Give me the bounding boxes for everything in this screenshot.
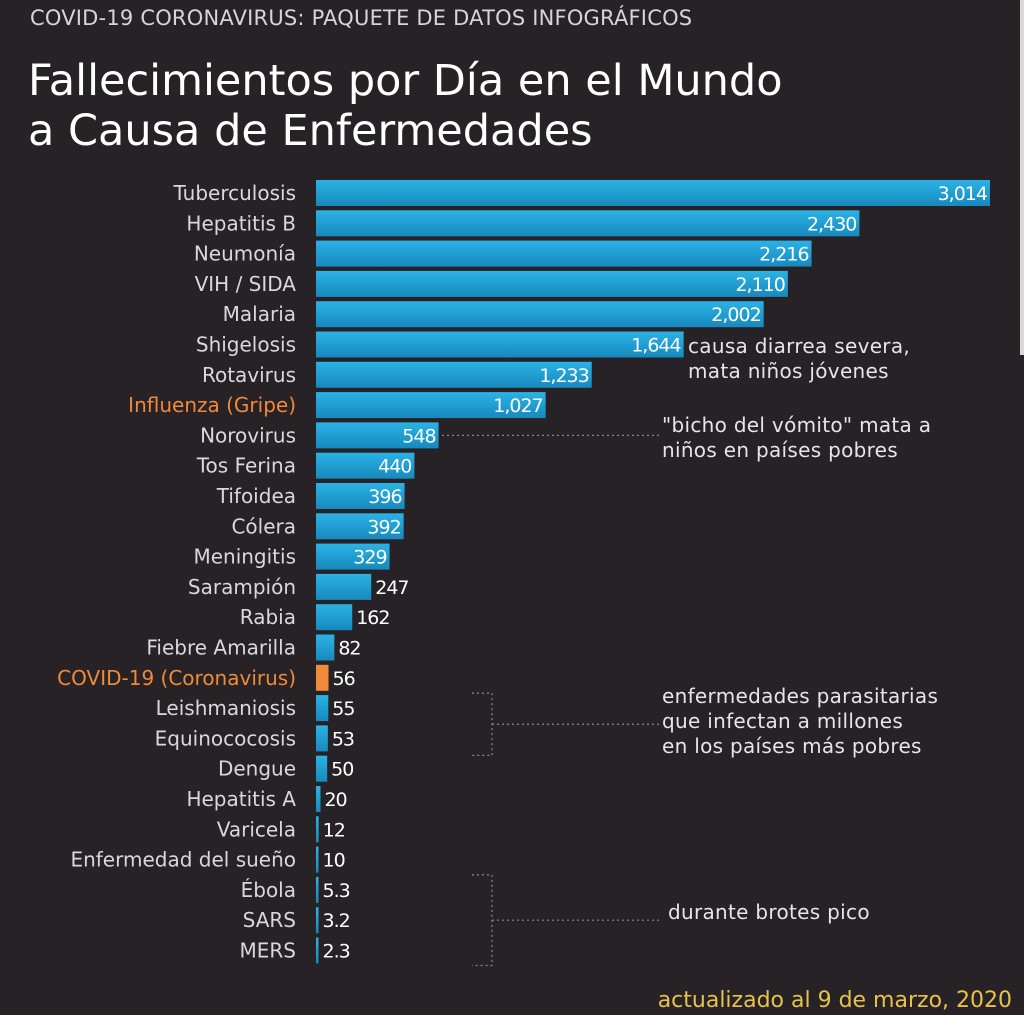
bar-tifoidea xyxy=(316,483,405,509)
category-label-equinococosis: Equinococosis xyxy=(155,726,296,750)
bar-malaria xyxy=(316,301,764,328)
value-label-meningitis: 329 xyxy=(353,547,386,569)
bar-varicela xyxy=(316,816,319,843)
category-label-hepatitis-a: Hepatitis A xyxy=(186,787,296,811)
category-label-mers: MERS xyxy=(240,939,296,963)
bar-tuberculosis xyxy=(316,180,990,206)
category-label-norovirus: Norovirus xyxy=(200,423,296,447)
updated-note: actualizado al 9 de marzo, 2020 xyxy=(657,988,1012,1013)
header-kicker: COVID-19 CORONAVIRUS: PAQUETE DE DATOS I… xyxy=(30,6,693,30)
bracket-parasitic xyxy=(472,692,493,756)
value-label-rabia: 162 xyxy=(356,607,389,629)
category-label-tos-ferina: Tos Ferina xyxy=(196,454,296,478)
value-label-dengue: 50 xyxy=(331,759,353,781)
value-label-neumonia: 2,216 xyxy=(759,244,808,266)
value-label-influenza-gripe: 1,027 xyxy=(493,395,542,417)
bar-sarampion xyxy=(316,573,372,600)
annotation-parasitic-line-2: que infectan a millones xyxy=(662,709,904,733)
value-label-vih-sida: 2,110 xyxy=(735,274,784,296)
bar-norovirus xyxy=(316,422,439,449)
category-label-ebola: Ébola xyxy=(241,878,296,902)
category-label-shigelosis: Shigelosis xyxy=(196,333,296,357)
category-label-vih-sida: VIH / SIDA xyxy=(195,272,297,296)
value-label-covid-19-coronavirus: 56 xyxy=(333,668,355,690)
bar-shigelosis xyxy=(316,331,684,358)
annotation-norovirus-line-1: "bicho del vómito" mata a xyxy=(662,413,932,437)
value-label-leishmaniosis: 55 xyxy=(332,698,354,720)
category-label-sarampion: Sarampión xyxy=(188,575,296,599)
annotation-parasitic-line-1: enfermedades parasitarias xyxy=(662,684,939,708)
annotation-norovirus: "bicho del vómito" mata a niños en paíse… xyxy=(662,413,931,463)
page-title: Fallecimientos por Día en el Mundo a Cau… xyxy=(28,56,783,156)
title-line-2: a Causa de Enfermedades xyxy=(28,106,593,156)
value-label-hepatitis-a: 20 xyxy=(324,789,346,811)
bar-enfermedad-del-sueno xyxy=(316,846,319,873)
value-label-colera: 392 xyxy=(367,516,400,538)
category-label-fiebre-amarilla: Fiebre Amarilla xyxy=(146,636,296,660)
bar-hepatitis-b xyxy=(316,210,860,237)
value-label-tos-ferina: 440 xyxy=(378,456,411,478)
bar-neumonia xyxy=(316,240,812,267)
value-label-varicela: 12 xyxy=(323,819,345,841)
bar-ebola xyxy=(316,876,319,903)
bar-rotavirus xyxy=(316,361,592,388)
category-label-covid-19-coronavirus: COVID-19 (Coronavirus) xyxy=(57,666,296,690)
bar-mers xyxy=(316,937,319,964)
bar-hepatitis-a xyxy=(316,786,321,812)
annotation-shigelosis-line-2: mata niños jóvenes xyxy=(688,359,889,383)
annotation-outbreaks: durante brotes pico xyxy=(668,900,870,925)
category-label-rotavirus: Rotavirus xyxy=(202,363,296,387)
bar-meningitis xyxy=(316,543,390,570)
value-label-tuberculosis: 3,014 xyxy=(938,183,988,205)
value-label-rotavirus: 1,233 xyxy=(539,365,588,387)
value-label-norovirus: 548 xyxy=(402,425,435,447)
scrollbar-edge xyxy=(1020,0,1024,355)
bar-dengue xyxy=(316,755,328,782)
title-line-1: Fallecimientos por Día en el Mundo xyxy=(28,56,783,106)
bar-vih-sida xyxy=(316,270,788,297)
category-label-dengue: Dengue xyxy=(218,757,296,781)
category-label-rabia: Rabia xyxy=(240,605,296,629)
value-label-mers: 2.3 xyxy=(323,941,350,963)
bar-colera xyxy=(316,513,404,540)
category-label-malaria: Malaria xyxy=(223,302,296,326)
category-label-hepatitis-b: Hepatitis B xyxy=(186,211,296,235)
bar-fiebre-amarilla xyxy=(316,634,335,661)
bar-influenza-gripe xyxy=(316,392,546,419)
category-label-sars: SARS xyxy=(243,908,296,932)
category-label-neumonia: Neumonía xyxy=(194,242,296,266)
category-label-enfermedad-del-sueno: Enfermedad del sueño xyxy=(70,848,296,872)
category-label-colera: Cólera xyxy=(231,514,296,538)
annotation-norovirus-line-2: niños en países pobres xyxy=(662,438,899,462)
category-label-meningitis: Meningitis xyxy=(193,545,296,569)
category-label-tifoidea: Tifoidea xyxy=(216,484,296,508)
value-label-ebola: 5.3 xyxy=(323,880,350,902)
annotation-shigelosis-line-1: causa diarrea severa, xyxy=(688,334,911,358)
category-label-leishmaniosis: Leishmaniosis xyxy=(156,696,296,720)
bar-leishmaniosis xyxy=(316,695,329,722)
value-label-shigelosis: 1,644 xyxy=(631,335,681,357)
value-label-equinococosis: 53 xyxy=(332,728,354,750)
bar-sars xyxy=(316,907,319,934)
bar-rabia xyxy=(316,604,353,631)
category-label-varicela: Varicela xyxy=(217,817,296,841)
value-label-sarampion: 247 xyxy=(375,577,408,599)
bar-covid-19-coronavirus xyxy=(316,664,329,691)
value-label-malaria: 2,002 xyxy=(711,304,760,326)
category-label-influenza-gripe: Influenza (Gripe) xyxy=(128,393,296,417)
annotation-shigelosis: causa diarrea severa, mata niños jóvenes xyxy=(688,334,910,384)
value-label-hepatitis-b: 2,430 xyxy=(807,213,856,235)
annotation-outbreaks-line-1: durante brotes pico xyxy=(668,900,870,924)
annotation-parasitic-line-3: en los países más pobres xyxy=(662,734,922,758)
category-label-tuberculosis: Tuberculosis xyxy=(173,181,297,205)
bar-tos-ferina xyxy=(316,452,415,479)
bar-equinococosis xyxy=(316,725,328,752)
value-label-sars: 3.2 xyxy=(323,910,350,932)
bracket-outbreaks xyxy=(472,874,493,967)
annotation-parasitic: enfermedades parasitarias que infectan a… xyxy=(662,684,938,759)
value-label-tifoidea: 396 xyxy=(368,486,401,508)
value-label-enfermedad-del-sueno: 10 xyxy=(323,850,345,872)
value-label-fiebre-amarilla: 82 xyxy=(338,638,360,660)
